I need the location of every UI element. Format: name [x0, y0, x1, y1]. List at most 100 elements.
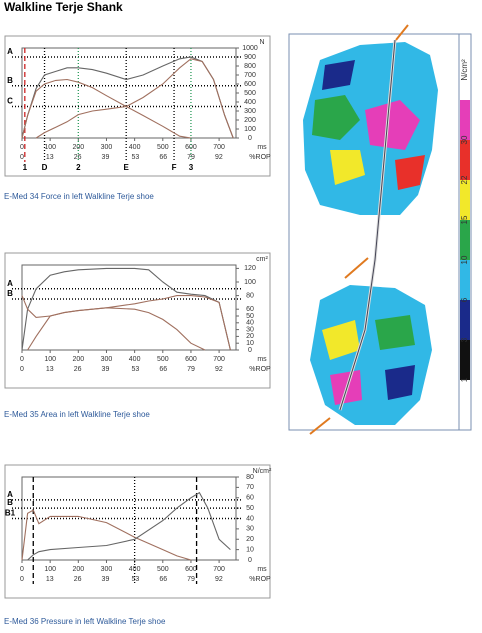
scale-swatch — [460, 340, 470, 380]
x-tick-label: 0 — [20, 144, 24, 151]
x-tick-label: 300 — [101, 144, 113, 151]
patch — [330, 150, 365, 185]
scale-label: 3 — [460, 337, 469, 342]
reference-label: B — [7, 76, 13, 85]
y-tick-label: 10 — [246, 340, 254, 347]
x-tick-label: 500 — [157, 356, 169, 363]
patch — [322, 60, 355, 90]
y-tick-label: 900 — [244, 54, 256, 61]
reference-label: B — [7, 289, 13, 298]
x-unit: ms — [257, 566, 267, 573]
chart-caption: E-Med 35 Area in left Walkline Terje sho… — [4, 410, 150, 419]
y-tick-label: 70 — [246, 484, 254, 491]
scale-label: 1 — [460, 377, 469, 382]
series-line — [35, 58, 234, 139]
y-tick-label: 0 — [248, 135, 252, 142]
y-tick-label: 400 — [244, 99, 256, 106]
y-unit: cm² — [256, 256, 268, 263]
reference-label: D — [42, 163, 48, 172]
scale-swatch — [460, 100, 470, 140]
x2-tick-label: 79 — [187, 366, 195, 373]
y-tick-label: 200 — [244, 117, 256, 124]
x-tick-label: 700 — [213, 356, 225, 363]
x-tick-label: 100 — [44, 144, 56, 151]
x2-tick-label: 79 — [187, 576, 195, 583]
y-tick-label: 80 — [246, 292, 254, 299]
x-tick-label: 100 — [44, 566, 56, 573]
x2-tick-label: 0 — [20, 366, 24, 373]
x-tick-label: 500 — [157, 566, 169, 573]
scale-swatch — [460, 140, 470, 180]
x2-tick-label: 66 — [159, 366, 167, 373]
x2-tick-label: 53 — [132, 366, 140, 373]
y-tick-label: 300 — [244, 108, 256, 115]
x2-tick-label: 39 — [102, 576, 110, 583]
series-line — [21, 78, 191, 139]
scale-swatch — [460, 260, 470, 300]
x-tick-label: 400 — [129, 356, 141, 363]
heel-print — [310, 285, 432, 425]
x2-unit: %ROP — [249, 576, 271, 583]
chart-caption: E-Med 36 Pressure in left Walkline Terje… — [4, 617, 166, 626]
x2-tick-label: 92 — [215, 366, 223, 373]
y-tick-label: 50 — [246, 505, 254, 512]
y-tick-label: 100 — [244, 126, 256, 133]
plot-area — [21, 264, 237, 351]
reference-label: B — [7, 498, 13, 507]
y-tick-label: 30 — [246, 526, 254, 533]
y-tick-label: 80 — [246, 474, 254, 481]
x2-tick-label: 39 — [102, 366, 110, 373]
y-unit: N/cm² — [253, 468, 272, 475]
x2-tick-label: 26 — [74, 366, 82, 373]
y-tick-label: 40 — [246, 515, 254, 522]
series-line — [21, 509, 192, 561]
x-unit: ms — [257, 356, 267, 363]
y-tick-label: 30 — [246, 326, 254, 333]
x-tick-label: 200 — [72, 566, 84, 573]
x-unit: ms — [257, 144, 267, 151]
y-tick-label: 10 — [246, 546, 254, 553]
y-tick-label: 700 — [244, 72, 256, 79]
scale-swatch — [460, 180, 470, 220]
x-tick-label: 600 — [185, 566, 197, 573]
reference-label: C — [7, 97, 13, 106]
reference-label: 2 — [76, 163, 81, 172]
x-tick-label: 400 — [129, 144, 141, 151]
x2-tick-label: 13 — [46, 366, 54, 373]
x2-tick-label: 79 — [187, 154, 195, 161]
pressure-map — [288, 24, 472, 435]
patch — [375, 315, 415, 350]
y-unit: N — [259, 39, 264, 46]
x-tick-label: 700 — [213, 566, 225, 573]
scale-swatch — [460, 300, 470, 340]
x2-tick-label: 39 — [102, 154, 110, 161]
scale-label: 6 — [460, 297, 469, 302]
x2-tick-label: 53 — [132, 576, 140, 583]
x-tick-label: 0 — [20, 356, 24, 363]
scale-label: 30 — [460, 135, 469, 144]
x2-tick-label: 26 — [74, 576, 82, 583]
y-tick-label: 100 — [244, 279, 256, 286]
x2-unit: %ROP — [249, 366, 271, 373]
x2-tick-label: 0 — [20, 576, 24, 583]
x-tick-label: 300 — [101, 566, 113, 573]
reference-label: A — [7, 47, 13, 56]
chart-frame — [4, 464, 271, 599]
reference-label: E — [124, 163, 130, 172]
y-tick-label: 800 — [244, 63, 256, 70]
x2-tick-label: 0 — [20, 154, 24, 161]
gait-line — [339, 39, 396, 411]
x-tick-label: 400 — [129, 566, 141, 573]
scale-label: 15 — [460, 215, 469, 224]
series-line — [27, 295, 231, 351]
patch — [395, 155, 425, 190]
x2-tick-label: 92 — [215, 154, 223, 161]
x2-tick-label: 53 — [132, 154, 140, 161]
scale-label: 10 — [460, 255, 469, 264]
patch — [322, 320, 360, 360]
y-tick-label: 600 — [244, 81, 256, 88]
y-tick-label: 1000 — [242, 45, 258, 52]
x-tick-label: 300 — [101, 356, 113, 363]
